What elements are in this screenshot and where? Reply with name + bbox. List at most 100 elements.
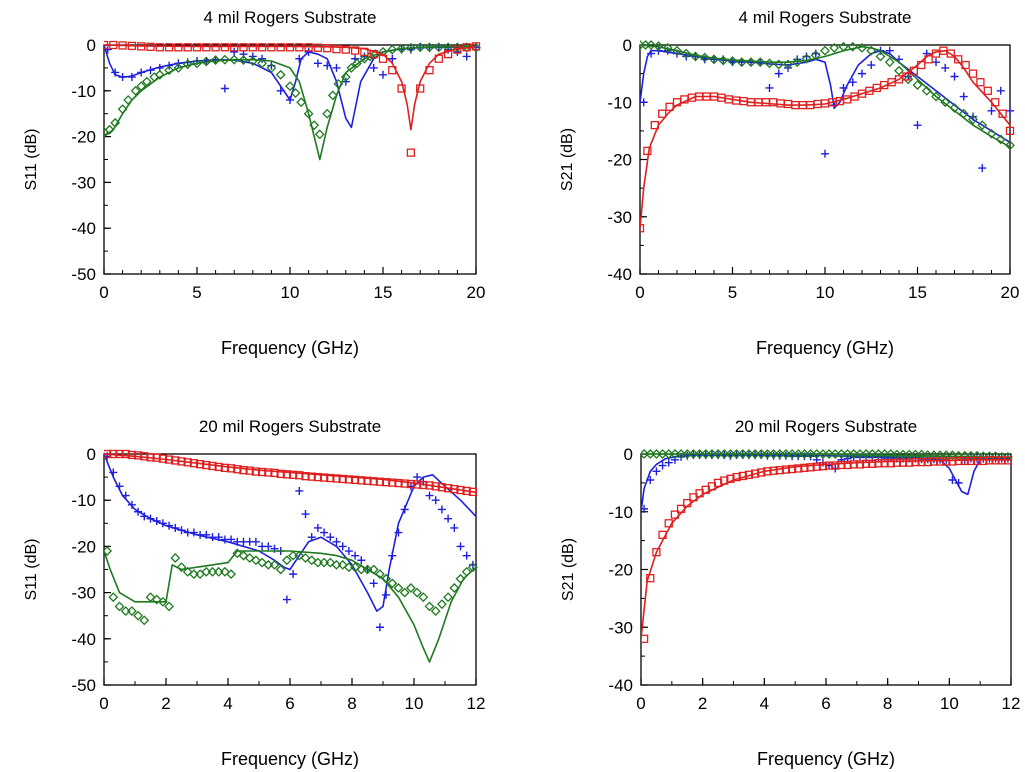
data-point-plus	[344, 547, 353, 556]
data-point-square	[443, 484, 453, 493]
data-point-square	[233, 465, 242, 474]
data-point-diamond	[709, 54, 719, 65]
data-point-diamond	[430, 606, 441, 616]
data-point-plus	[382, 590, 391, 599]
data-point-diamond	[433, 42, 444, 53]
x-axis-label: Frequency (GHz)	[757, 749, 895, 769]
data-point-diamond	[995, 134, 1006, 145]
x-axis-label: Frequency (GHz)	[221, 749, 359, 769]
data-point-square	[665, 102, 674, 111]
data-point-diamond	[157, 596, 168, 607]
y-tick-label: 0	[624, 445, 633, 464]
data-point-plus	[747, 58, 755, 67]
data-point-plus	[111, 68, 120, 77]
data-point-square	[378, 54, 388, 63]
data-point-square	[220, 463, 230, 473]
data-point-diamond	[374, 569, 385, 580]
data-point-diamond	[294, 550, 305, 561]
data-point-diamond	[424, 42, 435, 53]
data-point-square	[109, 40, 118, 50]
x-tick-label: 10	[405, 694, 424, 713]
data-point-square	[720, 476, 729, 485]
x-tick-label: 10	[281, 283, 300, 302]
data-point-plus	[641, 504, 649, 513]
data-point-diamond	[764, 58, 775, 69]
data-point-plus	[647, 49, 656, 58]
data-point-square	[397, 84, 406, 93]
data-point-plus	[978, 164, 987, 173]
data-point-square	[208, 461, 217, 471]
data-point-plus	[276, 86, 285, 95]
data-point-plus	[646, 475, 655, 484]
data-point-square	[177, 457, 186, 466]
data-point-square	[288, 470, 298, 479]
data-point-plus	[295, 486, 304, 495]
data-point-square	[794, 464, 803, 473]
y-tick-label: -30	[608, 618, 633, 637]
data-point-diamond	[418, 592, 429, 603]
data-point-diamond	[672, 45, 682, 56]
x-tick-label: 20	[1001, 283, 1020, 302]
data-point-diamond	[958, 108, 969, 119]
data-point-diamond	[838, 41, 849, 52]
data-point-plus	[127, 73, 136, 82]
data-point-diamond	[210, 55, 221, 66]
data-point-square	[874, 459, 883, 468]
chart-title: 4 mil Rogers Substrate	[739, 8, 912, 27]
data-point-square	[658, 109, 667, 118]
data-point-square	[664, 519, 673, 528]
data-point-square	[239, 43, 248, 52]
data-point-square	[319, 473, 329, 482]
data-point-square	[301, 472, 310, 481]
data-point-square	[369, 50, 378, 59]
data-point-square	[646, 574, 655, 583]
data-point-diamond	[275, 564, 286, 575]
data-point-square	[713, 478, 723, 488]
data-point-square	[909, 66, 918, 75]
data-point-diamond	[399, 587, 410, 598]
data-point-diamond	[662, 42, 673, 53]
data-point-plus	[227, 535, 236, 544]
data-point-plus	[400, 505, 409, 514]
data-point-square	[437, 483, 447, 492]
data-point-square	[456, 485, 465, 495]
data-point-square	[388, 66, 397, 75]
chart-panel-2: 4 mil Rogers Substrate Frequency (GHz) S21…	[559, 8, 1019, 358]
x-tick-label: 4	[223, 694, 232, 713]
data-point-plus	[286, 95, 294, 104]
data-point-plus	[375, 623, 384, 632]
data-point-plus	[821, 149, 829, 158]
data-point-diamond	[894, 65, 904, 76]
y-tick-label: -20	[71, 128, 96, 147]
data-point-square	[1005, 126, 1015, 136]
y-tick-label: -10	[71, 491, 96, 510]
data-point-square	[295, 471, 304, 480]
data-point-diamond	[340, 72, 351, 82]
data-point-plus	[177, 526, 186, 535]
data-point-diamond	[201, 56, 212, 67]
data-point-square	[757, 468, 766, 477]
data-point-plus	[848, 78, 857, 87]
data-point-square	[326, 473, 335, 483]
data-point-square	[109, 449, 118, 459]
data-point-plus	[885, 46, 894, 55]
data-point-diamond	[250, 555, 261, 566]
data-point-diamond	[290, 88, 301, 99]
x-tick-label: 12	[467, 694, 486, 713]
data-point-plus	[158, 519, 167, 528]
data-point-plus	[444, 514, 453, 523]
y-tick-label: -10	[608, 503, 633, 522]
data-point-plus	[369, 63, 378, 72]
x-tick-label: 10	[816, 283, 835, 302]
series-line-green	[104, 550, 477, 663]
data-point-plus	[969, 112, 977, 121]
data-point-square	[307, 472, 316, 481]
data-point-plus	[431, 496, 440, 505]
data-point-diamond	[164, 65, 175, 76]
y-tick-label: -20	[608, 561, 633, 580]
x-axis-label: Frequency (GHz)	[221, 338, 359, 358]
data-point-diamond	[257, 58, 268, 69]
data-point-square	[313, 43, 323, 52]
y-tick-label: -20	[607, 151, 632, 170]
